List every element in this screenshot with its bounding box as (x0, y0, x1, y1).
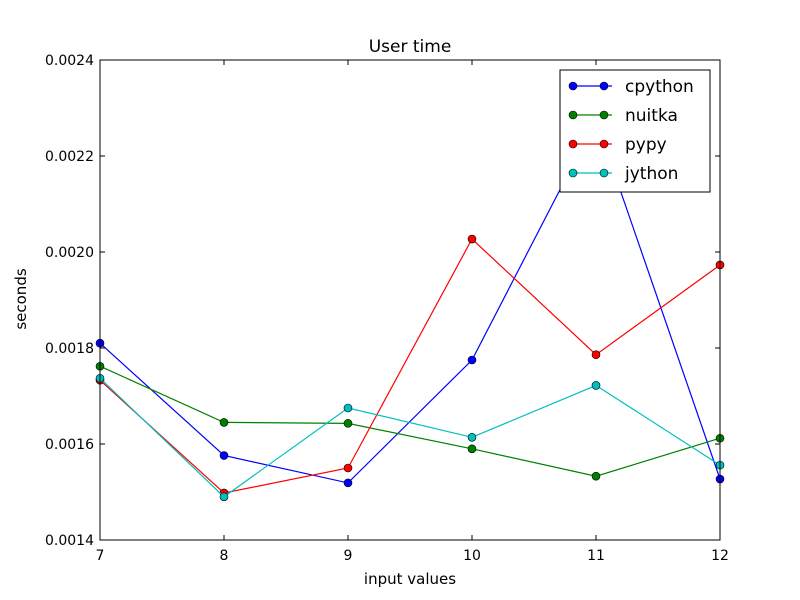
ticks-layer: 7 8 9 10 11 12 0.0014 0.0016 0.0018 0.0020 0.0022 0… (45, 53, 729, 564)
y-tick-label: 0.0018 (45, 341, 94, 357)
data-point-cpython (343, 478, 353, 488)
y-tick-label: 0.0020 (45, 245, 94, 261)
legend-marker-cpython (599, 81, 609, 91)
data-point-nuitka (467, 444, 477, 454)
data-point-jython (219, 492, 229, 502)
x-tick-label: 10 (463, 548, 481, 564)
series-line-jython (99, 377, 721, 498)
legend-marker-jython (599, 168, 609, 178)
legend-label-cpython: cpython (625, 77, 694, 97)
chart-title: User time (369, 37, 452, 57)
y-tick-label: 0.0022 (45, 149, 94, 165)
y-tick-label: 0.0024 (45, 53, 94, 69)
legend-marker-pypy (599, 139, 609, 149)
x-tick-label: 7 (96, 548, 105, 564)
data-point-pypy (343, 463, 353, 473)
data-point-jython (467, 432, 477, 442)
y-tick-label: 0.0016 (45, 437, 94, 453)
legend-marker-jython (568, 168, 578, 178)
legend-label-nuitka: nuitka (625, 106, 678, 126)
legend-marker-pypy (568, 139, 578, 149)
y-tick-label: 0.0014 (45, 533, 94, 549)
legend-label-pypy: pypy (625, 135, 667, 155)
x-tick-label: 9 (344, 548, 353, 564)
data-point-nuitka (219, 418, 229, 427)
series-line-pypy (99, 238, 721, 494)
data-point-pypy (467, 234, 477, 244)
data-point-pypy (591, 350, 601, 360)
data-point-nuitka (591, 471, 601, 481)
legend-marker-nuitka (599, 110, 609, 120)
data-point-cpython (467, 355, 477, 365)
x-tick-label: 8 (220, 548, 229, 564)
y-axis-label: seconds (12, 268, 30, 329)
series-line-nuitka (99, 365, 721, 477)
data-point-jython (343, 403, 353, 413)
legend-marker-nuitka (568, 110, 578, 120)
legend-label-jython: jython (624, 164, 678, 184)
data-point-jython (591, 381, 601, 390)
data-point-nuitka (343, 419, 353, 428)
legend-marker-cpython (568, 81, 578, 91)
legend-box (559, 69, 711, 193)
x-tick-label: 12 (711, 548, 729, 564)
x-axis-label: input values (364, 570, 456, 588)
data-point-cpython (219, 451, 229, 460)
plot-frame (99, 59, 721, 541)
x-tick-label: 11 (587, 548, 605, 564)
legend: cpython nuitka pypy jython (559, 69, 711, 193)
